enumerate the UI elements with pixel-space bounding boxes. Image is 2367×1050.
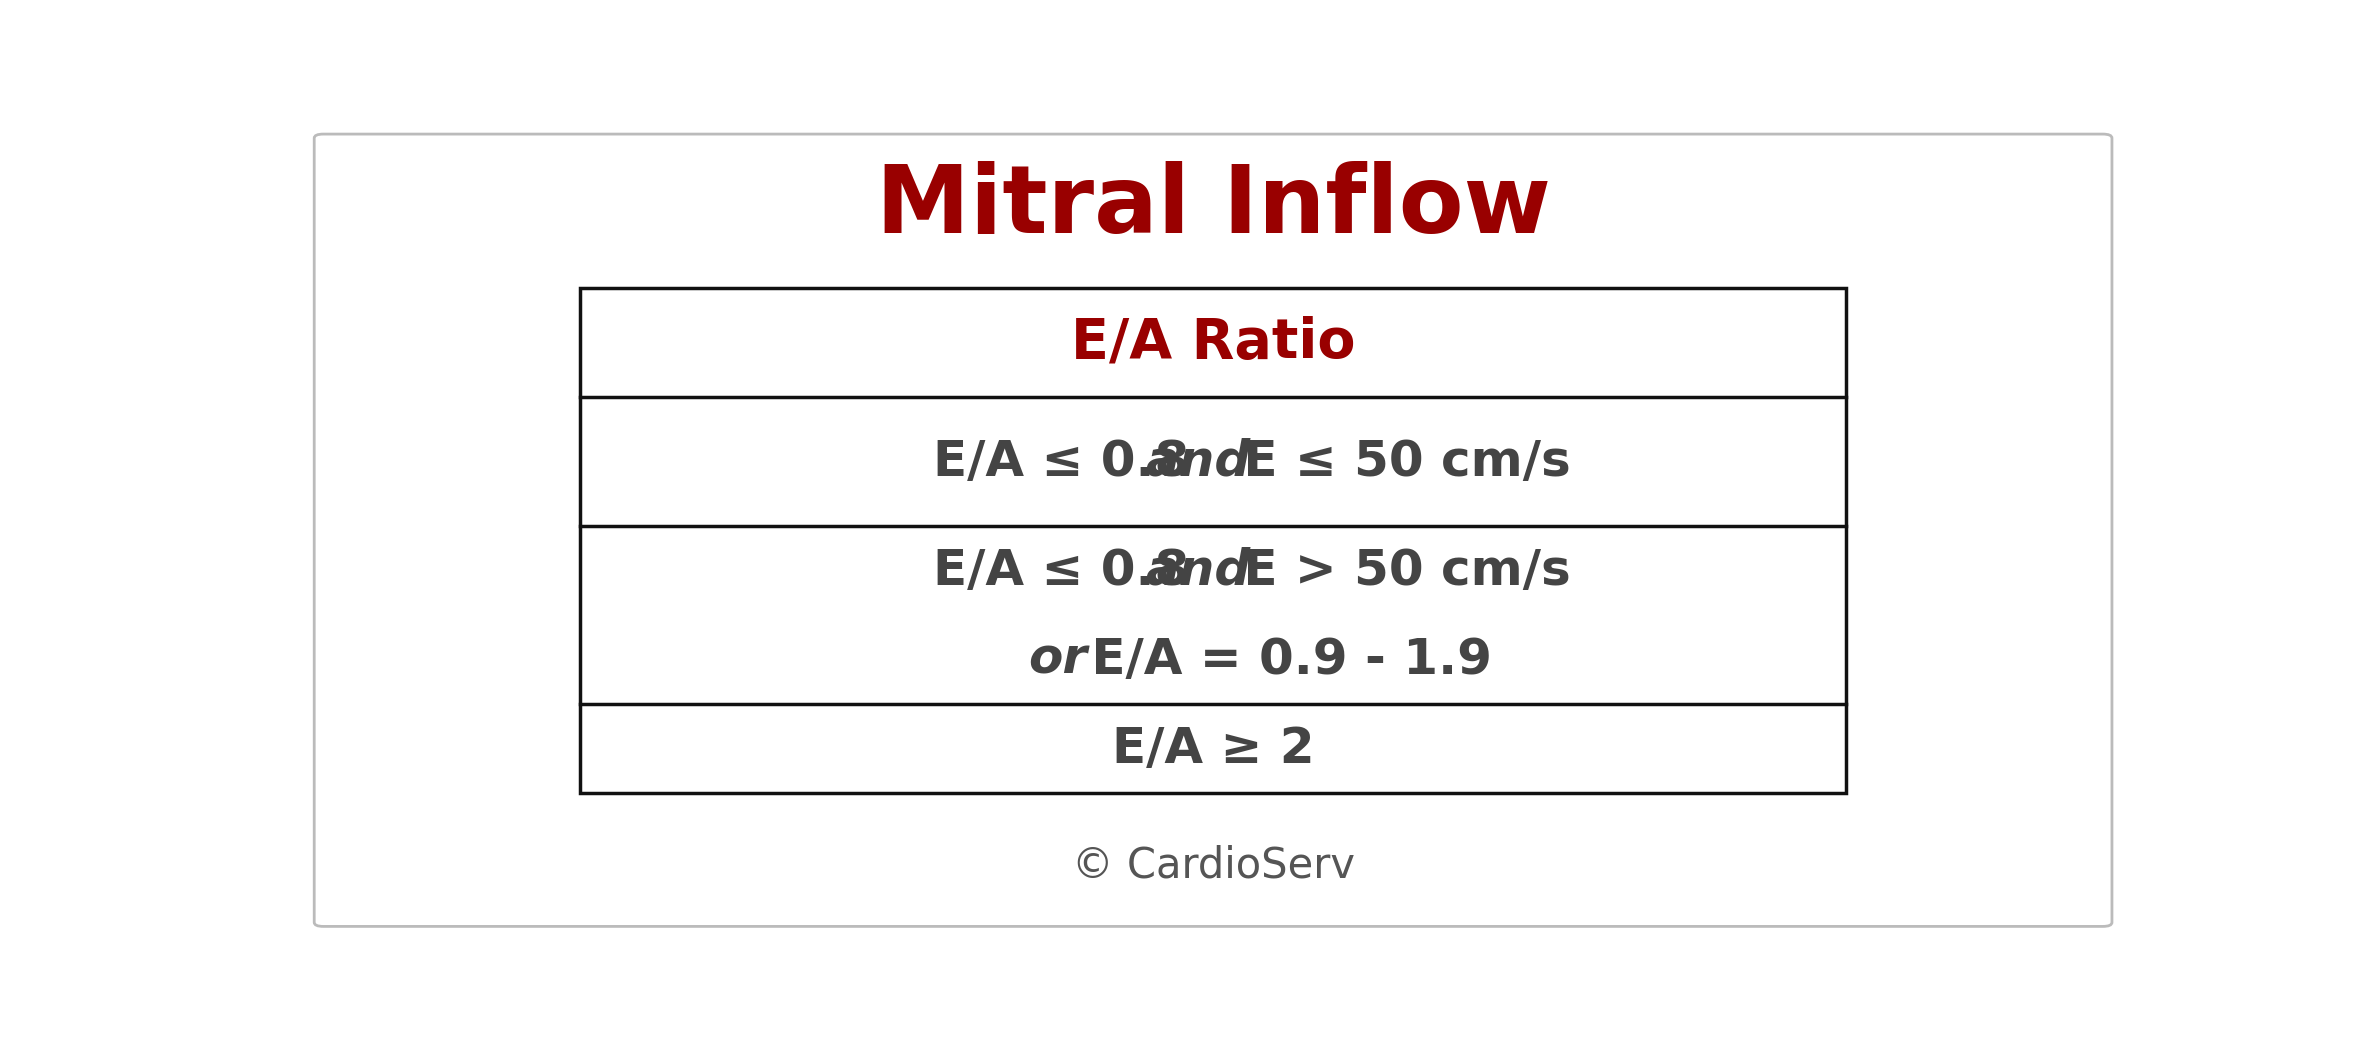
Text: E ≤ 50 cm/s: E ≤ 50 cm/s	[1226, 438, 1572, 485]
Text: and: and	[1146, 438, 1250, 485]
Text: and: and	[1146, 547, 1250, 594]
Text: E/A Ratio: E/A Ratio	[1070, 315, 1356, 370]
Text: E/A ≤ 0.8: E/A ≤ 0.8	[933, 547, 1207, 594]
FancyBboxPatch shape	[315, 134, 2111, 926]
Text: or: or	[1027, 635, 1086, 684]
Text: Mitral Inflow: Mitral Inflow	[876, 161, 1550, 253]
Text: E/A ≥ 2: E/A ≥ 2	[1112, 724, 1314, 773]
Text: © CardioServ: © CardioServ	[1072, 845, 1354, 887]
Text: E > 50 cm/s: E > 50 cm/s	[1226, 547, 1572, 594]
Text: E/A = 0.9 - 1.9: E/A = 0.9 - 1.9	[1075, 635, 1491, 684]
Bar	[580, 288, 1846, 793]
Text: E/A ≤ 0.8: E/A ≤ 0.8	[933, 438, 1207, 485]
